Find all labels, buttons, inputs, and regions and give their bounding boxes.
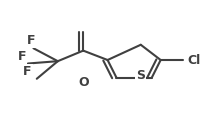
Text: F: F <box>18 50 26 63</box>
Text: F: F <box>27 34 36 47</box>
Text: O: O <box>78 76 88 89</box>
Text: Cl: Cl <box>187 54 200 66</box>
Text: S: S <box>136 69 145 82</box>
Text: F: F <box>23 65 32 78</box>
